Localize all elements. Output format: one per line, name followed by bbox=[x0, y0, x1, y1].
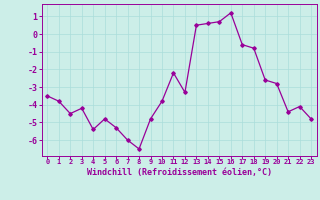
X-axis label: Windchill (Refroidissement éolien,°C): Windchill (Refroidissement éolien,°C) bbox=[87, 168, 272, 177]
